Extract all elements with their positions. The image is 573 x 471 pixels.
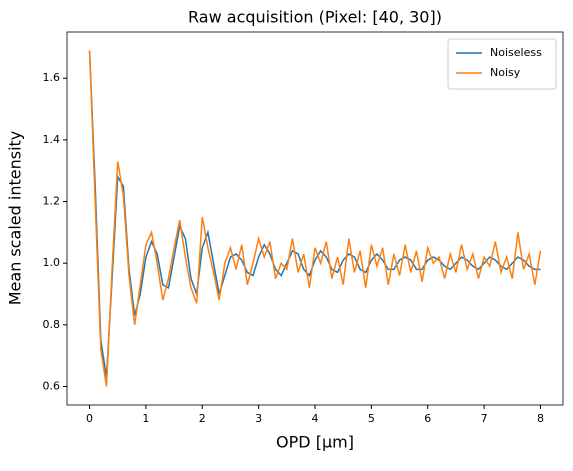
x-tick-label: 2 xyxy=(199,412,206,425)
x-tick-label: 8 xyxy=(537,412,544,425)
x-tick-label: 7 xyxy=(481,412,488,425)
y-tick-label: 1.0 xyxy=(43,256,61,269)
line-series xyxy=(88,50,541,378)
x-tick-label: 4 xyxy=(312,412,319,425)
y-axis-label: Mean scaled intensity xyxy=(6,131,25,306)
line-series xyxy=(88,50,542,387)
axes-frame xyxy=(66,31,564,406)
y-tick-label: 1.6 xyxy=(43,71,61,84)
x-tick-label: 3 xyxy=(255,412,262,425)
chart-title: Raw acquisition (Pixel: [40, 30]) xyxy=(188,8,442,27)
y-tick-label: 1.2 xyxy=(43,195,61,208)
x-tick-label: 6 xyxy=(424,412,431,425)
y-tick-label: 0.6 xyxy=(43,380,61,393)
legend-label: Noisy xyxy=(490,66,521,79)
x-axis-label: OPD [µm] xyxy=(276,433,354,452)
legend-label: Noiseless xyxy=(490,46,542,59)
legend-box xyxy=(447,38,557,90)
x-tick-label: 1 xyxy=(142,412,149,425)
y-tick-label: 1.4 xyxy=(43,133,61,146)
x-tick-label: 5 xyxy=(368,412,375,425)
x-tick-label: 0 xyxy=(86,412,93,425)
y-tick-label: 0.8 xyxy=(43,318,61,331)
